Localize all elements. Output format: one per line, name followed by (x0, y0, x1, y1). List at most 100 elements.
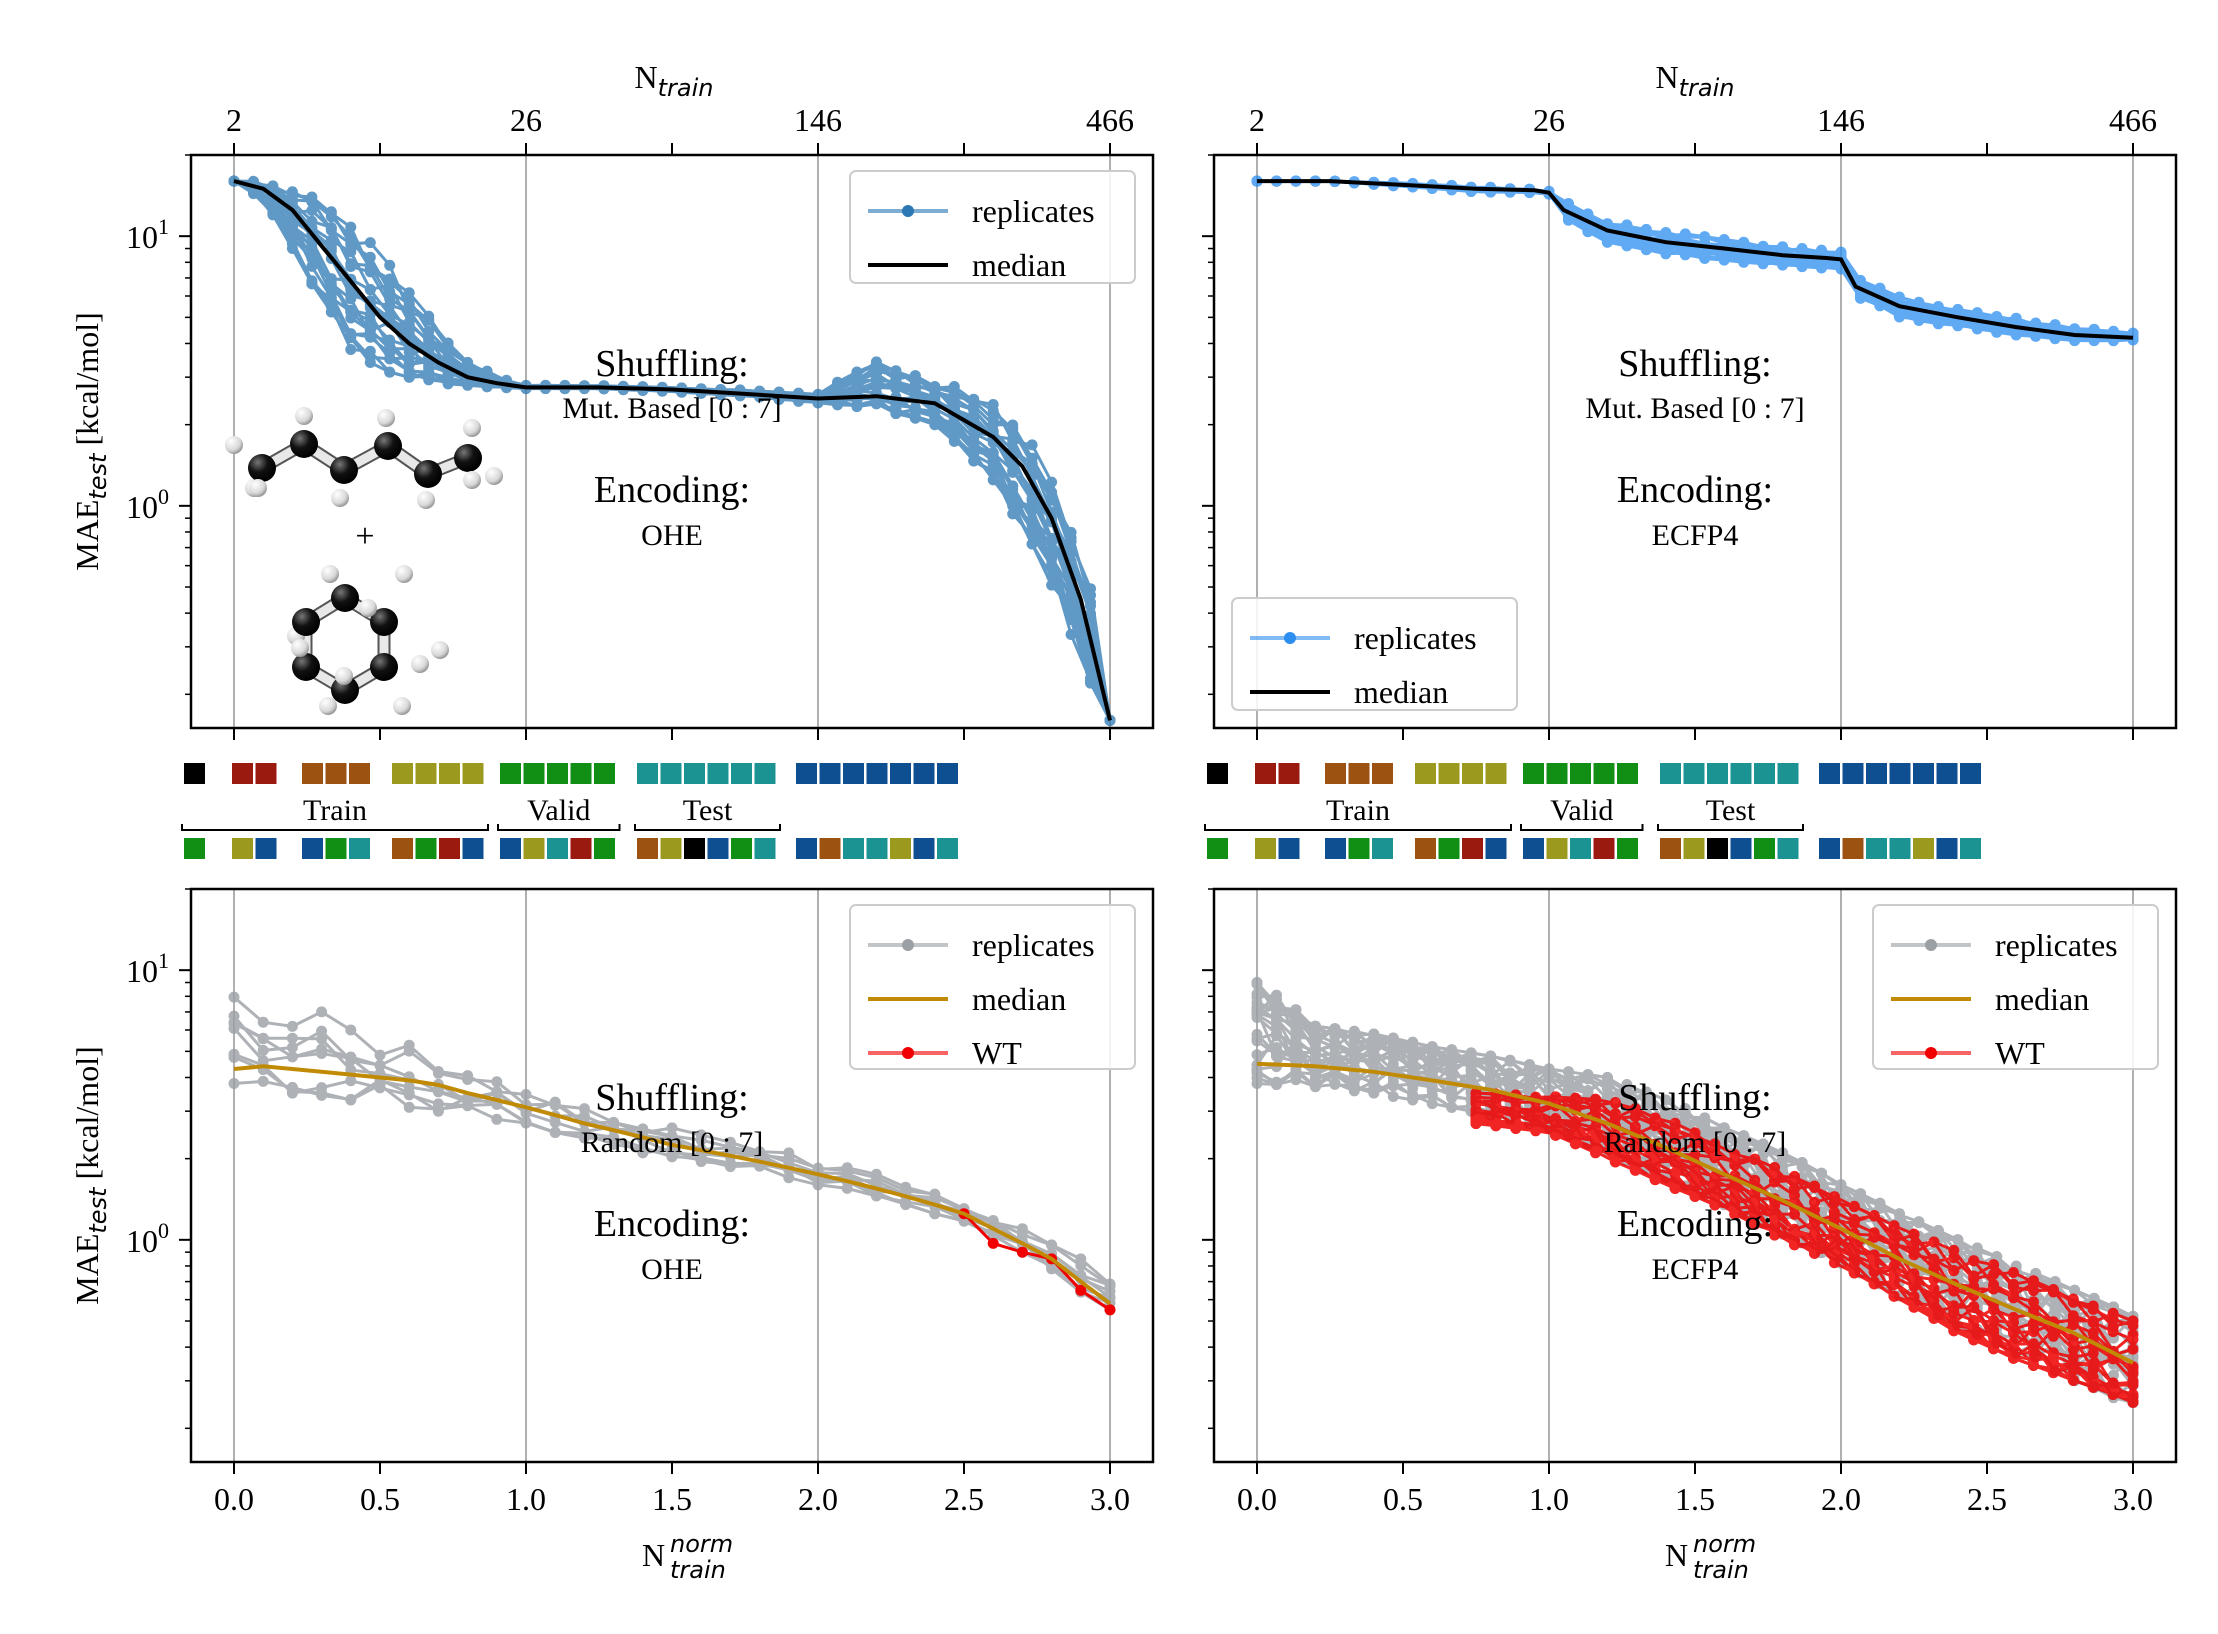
replicate-line (1257, 179, 2134, 338)
random-square (547, 838, 568, 859)
wt-point (1590, 1101, 1601, 1113)
replicate-point (1679, 247, 1691, 259)
replicate-point (549, 1096, 561, 1108)
replicate-point (1387, 1032, 1399, 1044)
replicate-point (1290, 1004, 1302, 1016)
wt-point (1689, 1181, 1701, 1193)
replicate-point (851, 370, 863, 382)
replicate-point (1524, 1081, 1535, 1093)
legend-label: replicates (972, 193, 1095, 229)
split-bar-right: Train Valid Test (1204, 763, 1981, 859)
replicate-point (2069, 335, 2081, 347)
wt-point (2047, 1286, 2059, 1298)
replicate-point (1582, 1069, 1594, 1081)
replicate-point (948, 424, 960, 436)
replicate-point (1971, 1242, 1983, 1254)
replicate-point (1271, 1001, 1282, 1013)
wt-point (2127, 1396, 2139, 1408)
replicate-line (1257, 179, 2134, 337)
x-top-tick-label: 146 (794, 102, 842, 138)
replicate-point (754, 1147, 766, 1158)
wt-point (1590, 1146, 1601, 1157)
replicate-point (890, 365, 902, 377)
replicate-point (1407, 1079, 1419, 1091)
random-square (754, 838, 776, 859)
replicate-point (432, 1085, 444, 1097)
random-square (819, 838, 841, 859)
legend: replicates median WT (849, 904, 1136, 1071)
replicate-point (384, 293, 396, 305)
replicate-point (228, 1048, 240, 1060)
wt-point (1789, 1239, 1800, 1251)
replicate-point (1855, 277, 1866, 288)
ordered-square (1278, 763, 1300, 784)
wt-point (1888, 1268, 1900, 1280)
random-square (1842, 838, 1864, 859)
random-square (255, 838, 277, 859)
random-square (523, 838, 545, 859)
wt-point (1789, 1208, 1800, 1220)
wt-point (1988, 1315, 2000, 1326)
replicate-point (1026, 538, 1038, 550)
shuffling-heading: Shuffling: (1618, 343, 1771, 385)
replicate-point (1932, 302, 1944, 314)
ordered-square (937, 763, 958, 784)
random-square (1278, 838, 1300, 859)
ordered-square (523, 763, 545, 784)
wt-point (1550, 1128, 1562, 1140)
wt-point (1789, 1170, 1800, 1182)
replicate-point (325, 288, 337, 300)
replicate-point (1007, 496, 1019, 508)
y-tick-label: 101 (126, 948, 169, 989)
replicate-point (1329, 1039, 1341, 1051)
replicate-point (316, 1082, 328, 1094)
wt-point (1968, 1255, 1980, 1267)
x-axis-label-sup: norm (1693, 1530, 1756, 1558)
wt-point (2107, 1307, 2119, 1319)
x-bottom-tick-label: 1.0 (506, 1481, 546, 1517)
random-square (1617, 838, 1638, 859)
replicate-point (1679, 229, 1691, 241)
wt-point (1809, 1196, 1820, 1208)
replicate-point (1913, 1216, 1925, 1228)
group-label: Test (683, 794, 733, 827)
replicate-point (286, 220, 298, 232)
replicate-point (1777, 241, 1789, 253)
wt-point (1988, 1279, 2000, 1291)
legend-label: median (972, 247, 1066, 283)
replicate-point (257, 1016, 269, 1028)
replicate-point (1465, 1054, 1477, 1066)
replicate-line (1257, 179, 2134, 339)
replicate-point (1485, 1059, 1497, 1071)
replicate-point (374, 1059, 386, 1071)
ordered-square (913, 763, 935, 784)
replicate-point (890, 380, 902, 392)
replicate-point (968, 445, 980, 457)
replicate-point (325, 300, 337, 312)
replicate-point (929, 391, 941, 403)
encoding-heading: Encoding: (594, 469, 750, 511)
wt-point (1590, 1127, 1601, 1139)
wt-point (987, 1237, 999, 1249)
replicate-point (1065, 535, 1077, 547)
replicate-point (432, 1066, 444, 1077)
ordered-square (1617, 763, 1638, 784)
replicate-point (929, 1192, 941, 1204)
wt-point (2008, 1267, 2019, 1278)
wt-point (1928, 1236, 1940, 1248)
replicate-point (316, 1089, 328, 1101)
ordered-square (1593, 763, 1615, 784)
wt-point (2008, 1289, 2019, 1301)
ordered-square (1372, 763, 1393, 784)
wt-point (1948, 1265, 1960, 1276)
legend-swatch-marker (1925, 939, 1937, 951)
legend-box (849, 170, 1136, 284)
wt-point (1729, 1184, 1741, 1196)
random-square (462, 838, 484, 859)
wt-point (2008, 1342, 2019, 1354)
wt-point (1016, 1246, 1028, 1258)
shuffling-value: Random [0 : 7] (1604, 1126, 1786, 1159)
ordered-square (819, 763, 841, 784)
replicate-point (228, 1022, 240, 1034)
legend-label: WT (1995, 1035, 2045, 1071)
